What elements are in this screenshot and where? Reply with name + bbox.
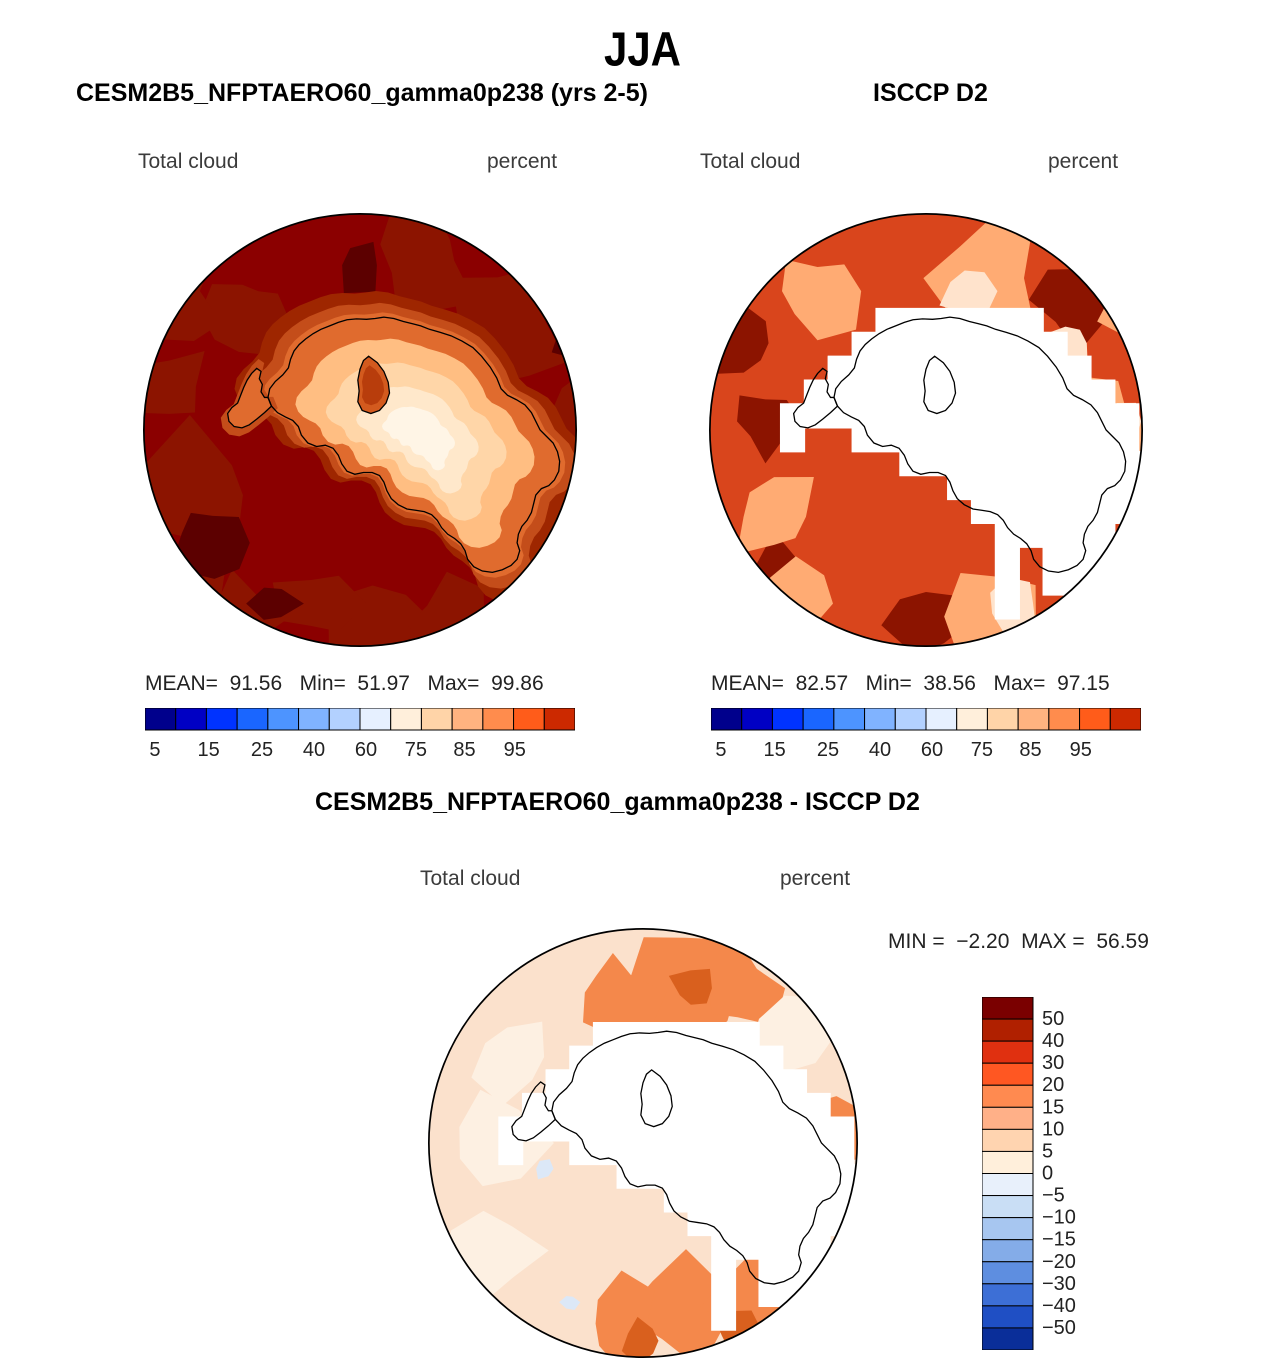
- svg-text:50: 50: [1042, 1008, 1064, 1030]
- svg-text:40: 40: [303, 739, 325, 758]
- svg-text:85: 85: [1019, 739, 1041, 758]
- svg-text:0: 0: [1042, 1163, 1053, 1185]
- svg-text:40: 40: [869, 739, 891, 758]
- svg-text:5: 5: [1042, 1140, 1053, 1162]
- svg-text:−50: −50: [1042, 1317, 1076, 1339]
- svg-text:85: 85: [453, 739, 475, 758]
- svg-text:75: 75: [405, 739, 427, 758]
- svg-text:−20: −20: [1042, 1251, 1076, 1273]
- svg-text:5: 5: [149, 739, 160, 758]
- svg-text:40: 40: [1042, 1030, 1064, 1052]
- svg-text:10: 10: [1042, 1118, 1064, 1140]
- svg-text:30: 30: [1042, 1052, 1064, 1074]
- svg-text:−5: −5: [1042, 1185, 1065, 1207]
- svg-text:−30: −30: [1042, 1273, 1076, 1295]
- svg-text:25: 25: [817, 739, 839, 758]
- svg-text:−40: −40: [1042, 1295, 1076, 1317]
- svg-text:15: 15: [197, 739, 219, 758]
- svg-text:95: 95: [504, 739, 526, 758]
- svg-text:−10: −10: [1042, 1207, 1076, 1229]
- svg-text:60: 60: [355, 739, 377, 758]
- svg-text:20: 20: [1042, 1074, 1064, 1096]
- svg-text:95: 95: [1070, 739, 1092, 758]
- svg-text:15: 15: [1042, 1096, 1064, 1118]
- svg-text:25: 25: [251, 739, 273, 758]
- svg-text:5: 5: [715, 739, 726, 758]
- svg-text:−15: −15: [1042, 1229, 1076, 1251]
- svg-text:15: 15: [763, 739, 785, 758]
- svg-text:60: 60: [921, 739, 943, 758]
- svg-text:75: 75: [971, 739, 993, 758]
